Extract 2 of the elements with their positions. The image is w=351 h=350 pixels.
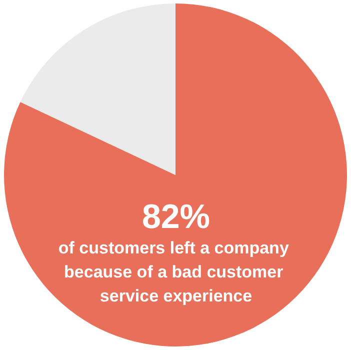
text: of customers left a company because of a bad customer service experience <box>58 238 294 306</box>
data-label: 82% <box>142 198 210 236</box>
